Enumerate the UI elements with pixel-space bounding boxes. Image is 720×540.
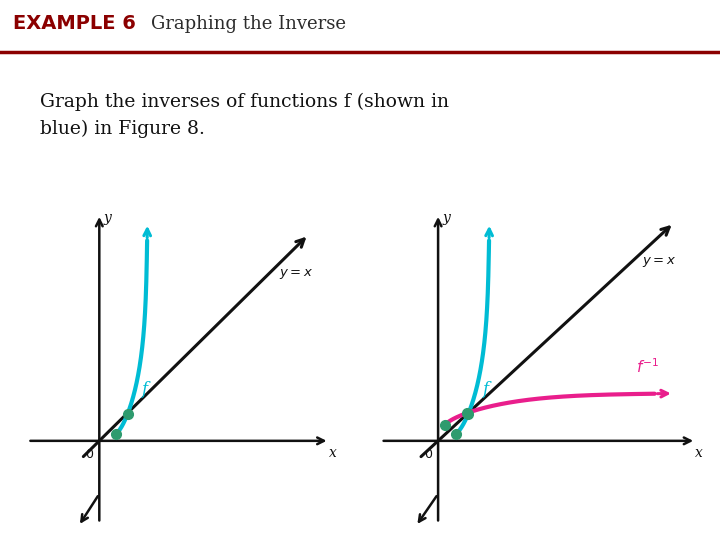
Text: f: f xyxy=(482,381,489,399)
Text: 0: 0 xyxy=(424,448,432,461)
Text: y: y xyxy=(443,211,451,225)
Text: $y = x$: $y = x$ xyxy=(279,267,313,281)
Text: x: x xyxy=(696,446,703,460)
Text: y: y xyxy=(104,211,112,225)
Text: f: f xyxy=(141,381,147,399)
Text: EXAMPLE 6: EXAMPLE 6 xyxy=(13,15,136,33)
Text: x: x xyxy=(328,446,336,460)
Text: 0: 0 xyxy=(86,448,94,461)
Text: Graphing the Inverse: Graphing the Inverse xyxy=(151,15,346,33)
Text: $y = x$: $y = x$ xyxy=(642,255,676,269)
Text: Graph the inverses of functions f (shown in
blue) in Figure 8.: Graph the inverses of functions f (shown… xyxy=(40,93,449,138)
Text: $f^{-1}$: $f^{-1}$ xyxy=(636,357,659,376)
